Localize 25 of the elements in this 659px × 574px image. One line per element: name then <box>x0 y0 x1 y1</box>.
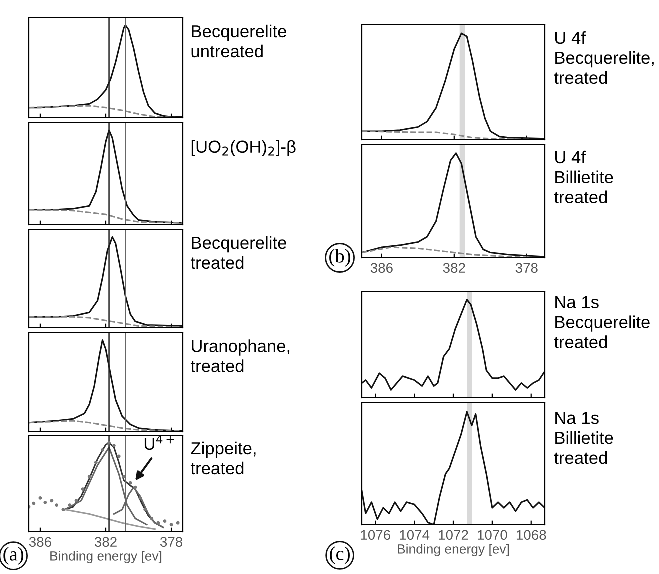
text: (b) <box>330 249 351 267</box>
x-tick-label: 1068 <box>516 530 546 540</box>
text: U 4f Billietite treated <box>554 150 614 204</box>
text: Becquerelite treated <box>190 236 286 270</box>
x-tick-label: 1074 <box>400 530 430 540</box>
x-tick-label: 386 <box>370 263 393 274</box>
text: U 4f Becquerelite, treated <box>554 31 654 84</box>
x-tick-label: 1076 <box>361 530 390 540</box>
text: Zippeite, treated <box>190 442 256 475</box>
x-axis-title: Binding energy [ev] <box>398 544 510 556</box>
x-axis-title: Binding energy [ev] <box>50 551 162 564</box>
x-tick-label: 382 <box>94 537 117 548</box>
x-tick-label: 382 <box>443 263 466 274</box>
text: Na 1s Billietite treated <box>554 412 614 464</box>
text: (c) <box>330 546 350 564</box>
text: [UO$_{2}$(OH)$_{2}$]-β <box>192 140 296 157</box>
text: (a) <box>4 547 24 565</box>
x-tick-label: 378 <box>160 537 183 548</box>
x-tick-label: 378 <box>516 263 538 274</box>
text: Becquerelite untreated <box>192 24 286 58</box>
x-tick-label: 1072 <box>439 530 468 540</box>
text: Uranophane, treated <box>190 340 290 372</box>
text: Na 1s Becquerelite treated <box>554 296 650 348</box>
x-tick-label: 386 <box>29 537 52 548</box>
x-tick-label: 1070 <box>478 530 508 540</box>
